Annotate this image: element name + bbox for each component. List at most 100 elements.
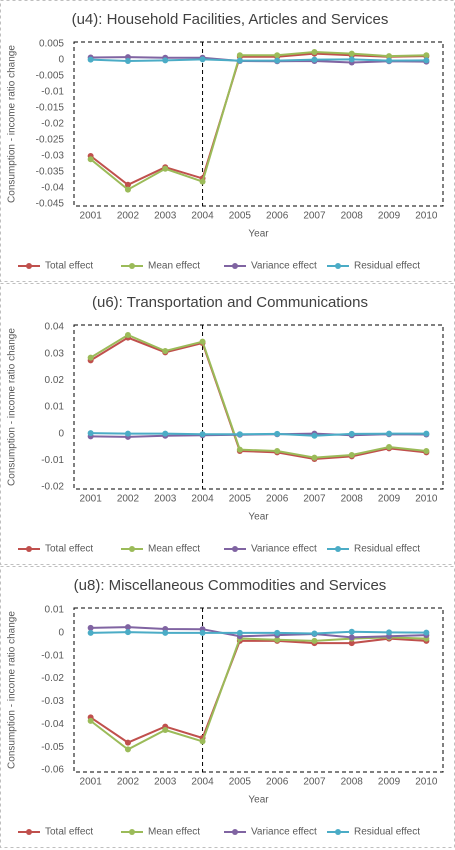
point [87, 354, 94, 361]
y-tick-label: -0.005 [36, 71, 65, 82]
legend-label: Total effect [45, 261, 93, 272]
x-tick-label: 2007 [303, 211, 326, 222]
series-line [90, 50, 427, 191]
x-tick-label: 2009 [378, 777, 401, 788]
series-line [90, 333, 427, 459]
legend-marker [26, 263, 32, 269]
y-tick-label: -0.025 [36, 135, 65, 146]
plot-frame [73, 324, 444, 490]
point [348, 634, 355, 641]
x-tick-label: 2008 [341, 211, 364, 222]
point [274, 636, 281, 643]
x-tick-label: 2004 [191, 211, 214, 222]
panel-border [0, 566, 455, 848]
y-tick-label: -0.015 [36, 103, 65, 114]
y-tick-label: -0.06 [41, 765, 64, 776]
y-tick-label: 0.03 [45, 348, 65, 359]
point [311, 56, 318, 63]
series-line [90, 630, 427, 635]
legend-marker [232, 263, 238, 269]
point [348, 56, 355, 63]
x-tick-label: 2002 [117, 494, 140, 505]
point [199, 629, 206, 636]
x-tick-label: 2010 [415, 211, 438, 222]
point [386, 57, 393, 64]
point [124, 181, 131, 188]
point [274, 57, 281, 64]
point [348, 452, 355, 458]
y-tick-label: -0.03 [41, 696, 64, 707]
chart-panel: (u8): Miscellaneous Commodities and Serv… [0, 566, 455, 848]
x-tick-label: 2005 [229, 494, 252, 505]
point [423, 430, 430, 437]
legend-marker [26, 829, 32, 835]
legend-marker [26, 546, 32, 552]
series-line [90, 432, 427, 437]
x-tick-label: 2001 [80, 211, 103, 222]
x-tick-label: 2004 [191, 494, 214, 505]
y-tick-label: -0.02 [41, 482, 64, 493]
legend-marker [232, 546, 238, 552]
point [236, 57, 243, 64]
chart-title: (u4): Household Facilities, Articles and… [72, 11, 389, 28]
y-tick-label: -0.04 [41, 183, 64, 194]
point [311, 432, 318, 439]
y-tick-label: 0 [58, 627, 64, 638]
y-tick-label: 0.01 [45, 402, 65, 413]
y-tick-label: 0.04 [45, 322, 65, 333]
point [236, 446, 243, 453]
x-tick-label: 2009 [378, 494, 401, 505]
point [124, 624, 131, 631]
point [162, 57, 169, 64]
x-tick-label: 2003 [154, 777, 177, 788]
legend-label: Variance effect [251, 827, 317, 838]
legend-label: Total effect [45, 544, 93, 555]
x-axis-label: Year [248, 795, 269, 806]
x-tick-label: 2007 [303, 494, 326, 505]
legend-marker [335, 829, 341, 835]
point [386, 444, 393, 450]
x-tick-label: 2009 [378, 211, 401, 222]
point [124, 57, 131, 64]
point [199, 178, 206, 185]
chart-title: (u6): Transportation and Communications [92, 294, 368, 311]
point [423, 57, 430, 64]
legend-marker [129, 263, 135, 269]
x-tick-label: 2007 [303, 777, 326, 788]
x-tick-label: 2006 [266, 211, 289, 222]
y-tick-label: 0 [58, 428, 64, 439]
y-tick-label: -0.03 [41, 151, 64, 162]
point [199, 431, 206, 438]
y-tick-label: -0.05 [41, 742, 64, 753]
point [124, 430, 131, 437]
y-tick-label: 0.005 [39, 39, 64, 50]
point [348, 640, 355, 647]
x-tick-label: 2001 [80, 494, 103, 505]
y-tick-label: -0.04 [41, 719, 64, 730]
point [274, 629, 281, 636]
x-tick-label: 2004 [191, 777, 214, 788]
legend-marker [129, 829, 135, 835]
point [87, 156, 94, 163]
x-tick-label: 2008 [341, 494, 364, 505]
legend-label: Variance effect [251, 544, 317, 555]
point [423, 52, 430, 59]
point [348, 50, 355, 57]
point [348, 628, 355, 635]
point [386, 53, 393, 60]
x-tick-label: 2001 [80, 777, 103, 788]
point [274, 448, 281, 454]
legend-marker [335, 546, 341, 552]
series-line [90, 626, 427, 639]
point [124, 186, 131, 193]
panel-border [0, 283, 455, 565]
point [87, 717, 94, 724]
series-line [90, 52, 427, 186]
point [199, 738, 206, 745]
x-tick-label: 2010 [415, 494, 438, 505]
x-tick-label: 2006 [266, 777, 289, 788]
series-line [90, 336, 427, 461]
legend-marker [335, 263, 341, 269]
x-tick-label: 2005 [229, 777, 252, 788]
